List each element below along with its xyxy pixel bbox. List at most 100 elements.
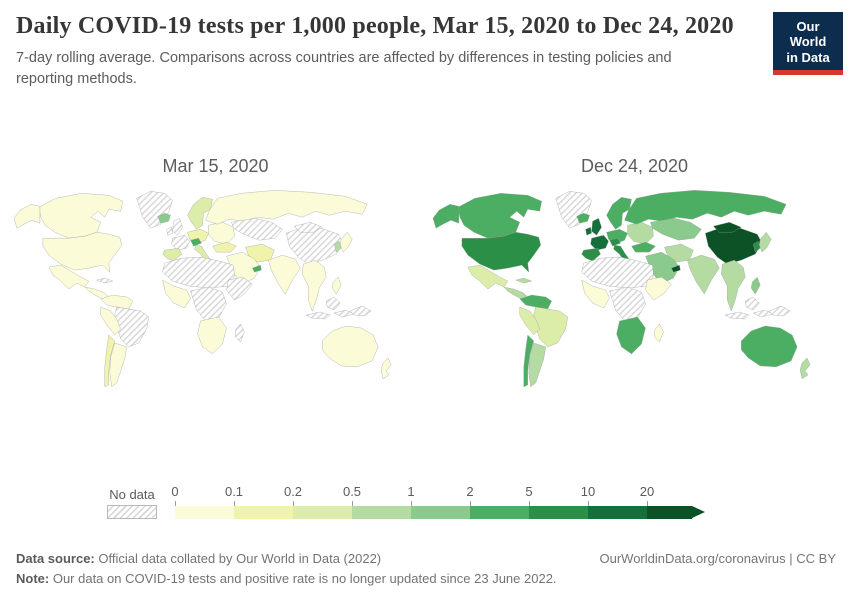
region-chile[interactable] xyxy=(104,334,115,388)
legend-tick-mark xyxy=(529,501,530,507)
legend-tick-label: 20 xyxy=(639,484,655,500)
legend-no-data: No data xyxy=(107,487,157,520)
region-peru-ecuador[interactable] xyxy=(100,306,121,336)
region-mongolia[interactable] xyxy=(712,222,742,233)
region-korea[interactable] xyxy=(753,240,761,253)
region-east-africa[interactable] xyxy=(226,276,253,301)
region-canada[interactable] xyxy=(38,193,123,239)
region-greenland[interactable] xyxy=(555,191,592,229)
region-central-america[interactable] xyxy=(503,286,529,300)
region-alpine[interactable] xyxy=(190,238,202,247)
region-peru-ecuador[interactable] xyxy=(519,306,540,336)
region-caribbean[interactable] xyxy=(515,277,533,284)
region-usa[interactable] xyxy=(461,232,541,273)
world-map-dec-24[interactable] xyxy=(425,184,844,454)
region-greenland[interactable] xyxy=(136,191,173,229)
region-central-africa[interactable] xyxy=(609,286,646,323)
region-new-guinea[interactable] xyxy=(349,305,372,317)
region-caribbean[interactable] xyxy=(96,277,114,284)
region-iceland[interactable] xyxy=(157,213,171,224)
region-uae[interactable] xyxy=(671,264,681,273)
legend-tick-label: 2 xyxy=(466,484,474,500)
region-france[interactable] xyxy=(171,235,190,251)
region-kazakhstan[interactable] xyxy=(231,218,283,241)
legend-tick-mark xyxy=(293,501,294,507)
region-scandinavia[interactable] xyxy=(187,197,213,230)
region-se-asia[interactable] xyxy=(302,259,327,312)
owid-logo-line2: in Data xyxy=(786,49,830,65)
legend-segment xyxy=(647,506,692,520)
region-mongolia[interactable] xyxy=(293,222,323,233)
region-uae[interactable] xyxy=(252,264,262,273)
legend-segment xyxy=(588,506,647,520)
legend-color-scale: 0 0.1 0.2 0.5 1 2 5 10 20 xyxy=(171,484,720,520)
region-indonesia[interactable] xyxy=(305,296,355,320)
region-colombia-venezuela[interactable] xyxy=(100,294,133,310)
region-north-africa[interactable] xyxy=(581,257,654,289)
region-russia[interactable] xyxy=(205,190,368,225)
region-kazakhstan[interactable] xyxy=(650,218,702,241)
region-uk-ireland[interactable] xyxy=(585,218,602,236)
region-japan[interactable] xyxy=(759,231,772,253)
region-scandinavia[interactable] xyxy=(606,197,632,230)
region-west-africa[interactable] xyxy=(162,279,191,309)
legend-tick-label: 10 xyxy=(580,484,596,500)
region-india[interactable] xyxy=(687,254,720,295)
region-korea[interactable] xyxy=(334,240,342,253)
region-turkey[interactable] xyxy=(631,242,656,253)
region-new-guinea[interactable] xyxy=(768,305,791,317)
region-philippines[interactable] xyxy=(751,276,761,295)
map-figure-end-date: Dec 24, 2020 xyxy=(425,156,844,454)
legend-segment xyxy=(234,506,293,520)
legend-segment xyxy=(470,506,529,520)
legend-tick-mark xyxy=(175,501,176,507)
region-east-europe[interactable] xyxy=(627,222,654,245)
region-central-america[interactable] xyxy=(84,286,110,300)
region-france[interactable] xyxy=(590,235,609,251)
world-map-mar-15[interactable] xyxy=(6,184,425,454)
region-alpine[interactable] xyxy=(609,238,621,247)
region-australia[interactable] xyxy=(322,325,379,368)
region-turkey[interactable] xyxy=(212,242,237,253)
region-iceland[interactable] xyxy=(576,213,590,224)
region-canada[interactable] xyxy=(457,193,542,239)
legend-tick-label: 0.2 xyxy=(283,484,303,500)
region-uk-ireland[interactable] xyxy=(166,218,183,236)
header: Daily COVID-19 tests per 1,000 people, M… xyxy=(0,0,850,90)
region-chile[interactable] xyxy=(523,334,534,388)
region-west-africa[interactable] xyxy=(581,279,610,309)
region-east-africa[interactable] xyxy=(645,276,672,301)
region-japan[interactable] xyxy=(340,231,353,253)
region-argentina[interactable] xyxy=(109,342,127,388)
footer-left: Data source: Official data collated by O… xyxy=(16,549,557,589)
source-text: Official data collated by Our World in D… xyxy=(94,551,382,566)
region-north-africa[interactable] xyxy=(162,257,235,289)
owid-logo: Our World in Data xyxy=(773,12,843,75)
region-madagascar[interactable] xyxy=(654,323,664,343)
region-usa[interactable] xyxy=(42,232,122,273)
region-east-europe[interactable] xyxy=(208,222,235,245)
region-india[interactable] xyxy=(268,254,301,295)
legend-tick-label: 1 xyxy=(407,484,415,500)
region-new-zealand[interactable] xyxy=(799,357,811,380)
region-argentina[interactable] xyxy=(528,342,546,388)
region-central-africa[interactable] xyxy=(190,286,227,323)
region-new-zealand[interactable] xyxy=(380,357,392,380)
credit-link[interactable]: OurWorldinData.org/coronavirus | CC BY xyxy=(599,551,836,566)
region-colombia-venezuela[interactable] xyxy=(519,294,552,310)
maps-row: Mar 15, 2020 Dec 24, 2020 xyxy=(0,156,850,454)
region-southern-africa[interactable] xyxy=(616,316,646,355)
region-philippines[interactable] xyxy=(332,276,342,295)
owid-logo-line1: Our World xyxy=(789,19,827,50)
region-madagascar[interactable] xyxy=(235,323,245,343)
region-russia[interactable] xyxy=(624,190,787,225)
region-australia[interactable] xyxy=(741,325,798,368)
map-date-label: Mar 15, 2020 xyxy=(162,156,269,177)
region-alaska[interactable] xyxy=(432,204,460,229)
legend-segment xyxy=(175,506,234,520)
legend-tick-mark xyxy=(588,501,589,507)
region-alaska[interactable] xyxy=(13,204,41,229)
region-southern-africa[interactable] xyxy=(197,316,227,355)
region-se-asia[interactable] xyxy=(721,259,746,312)
